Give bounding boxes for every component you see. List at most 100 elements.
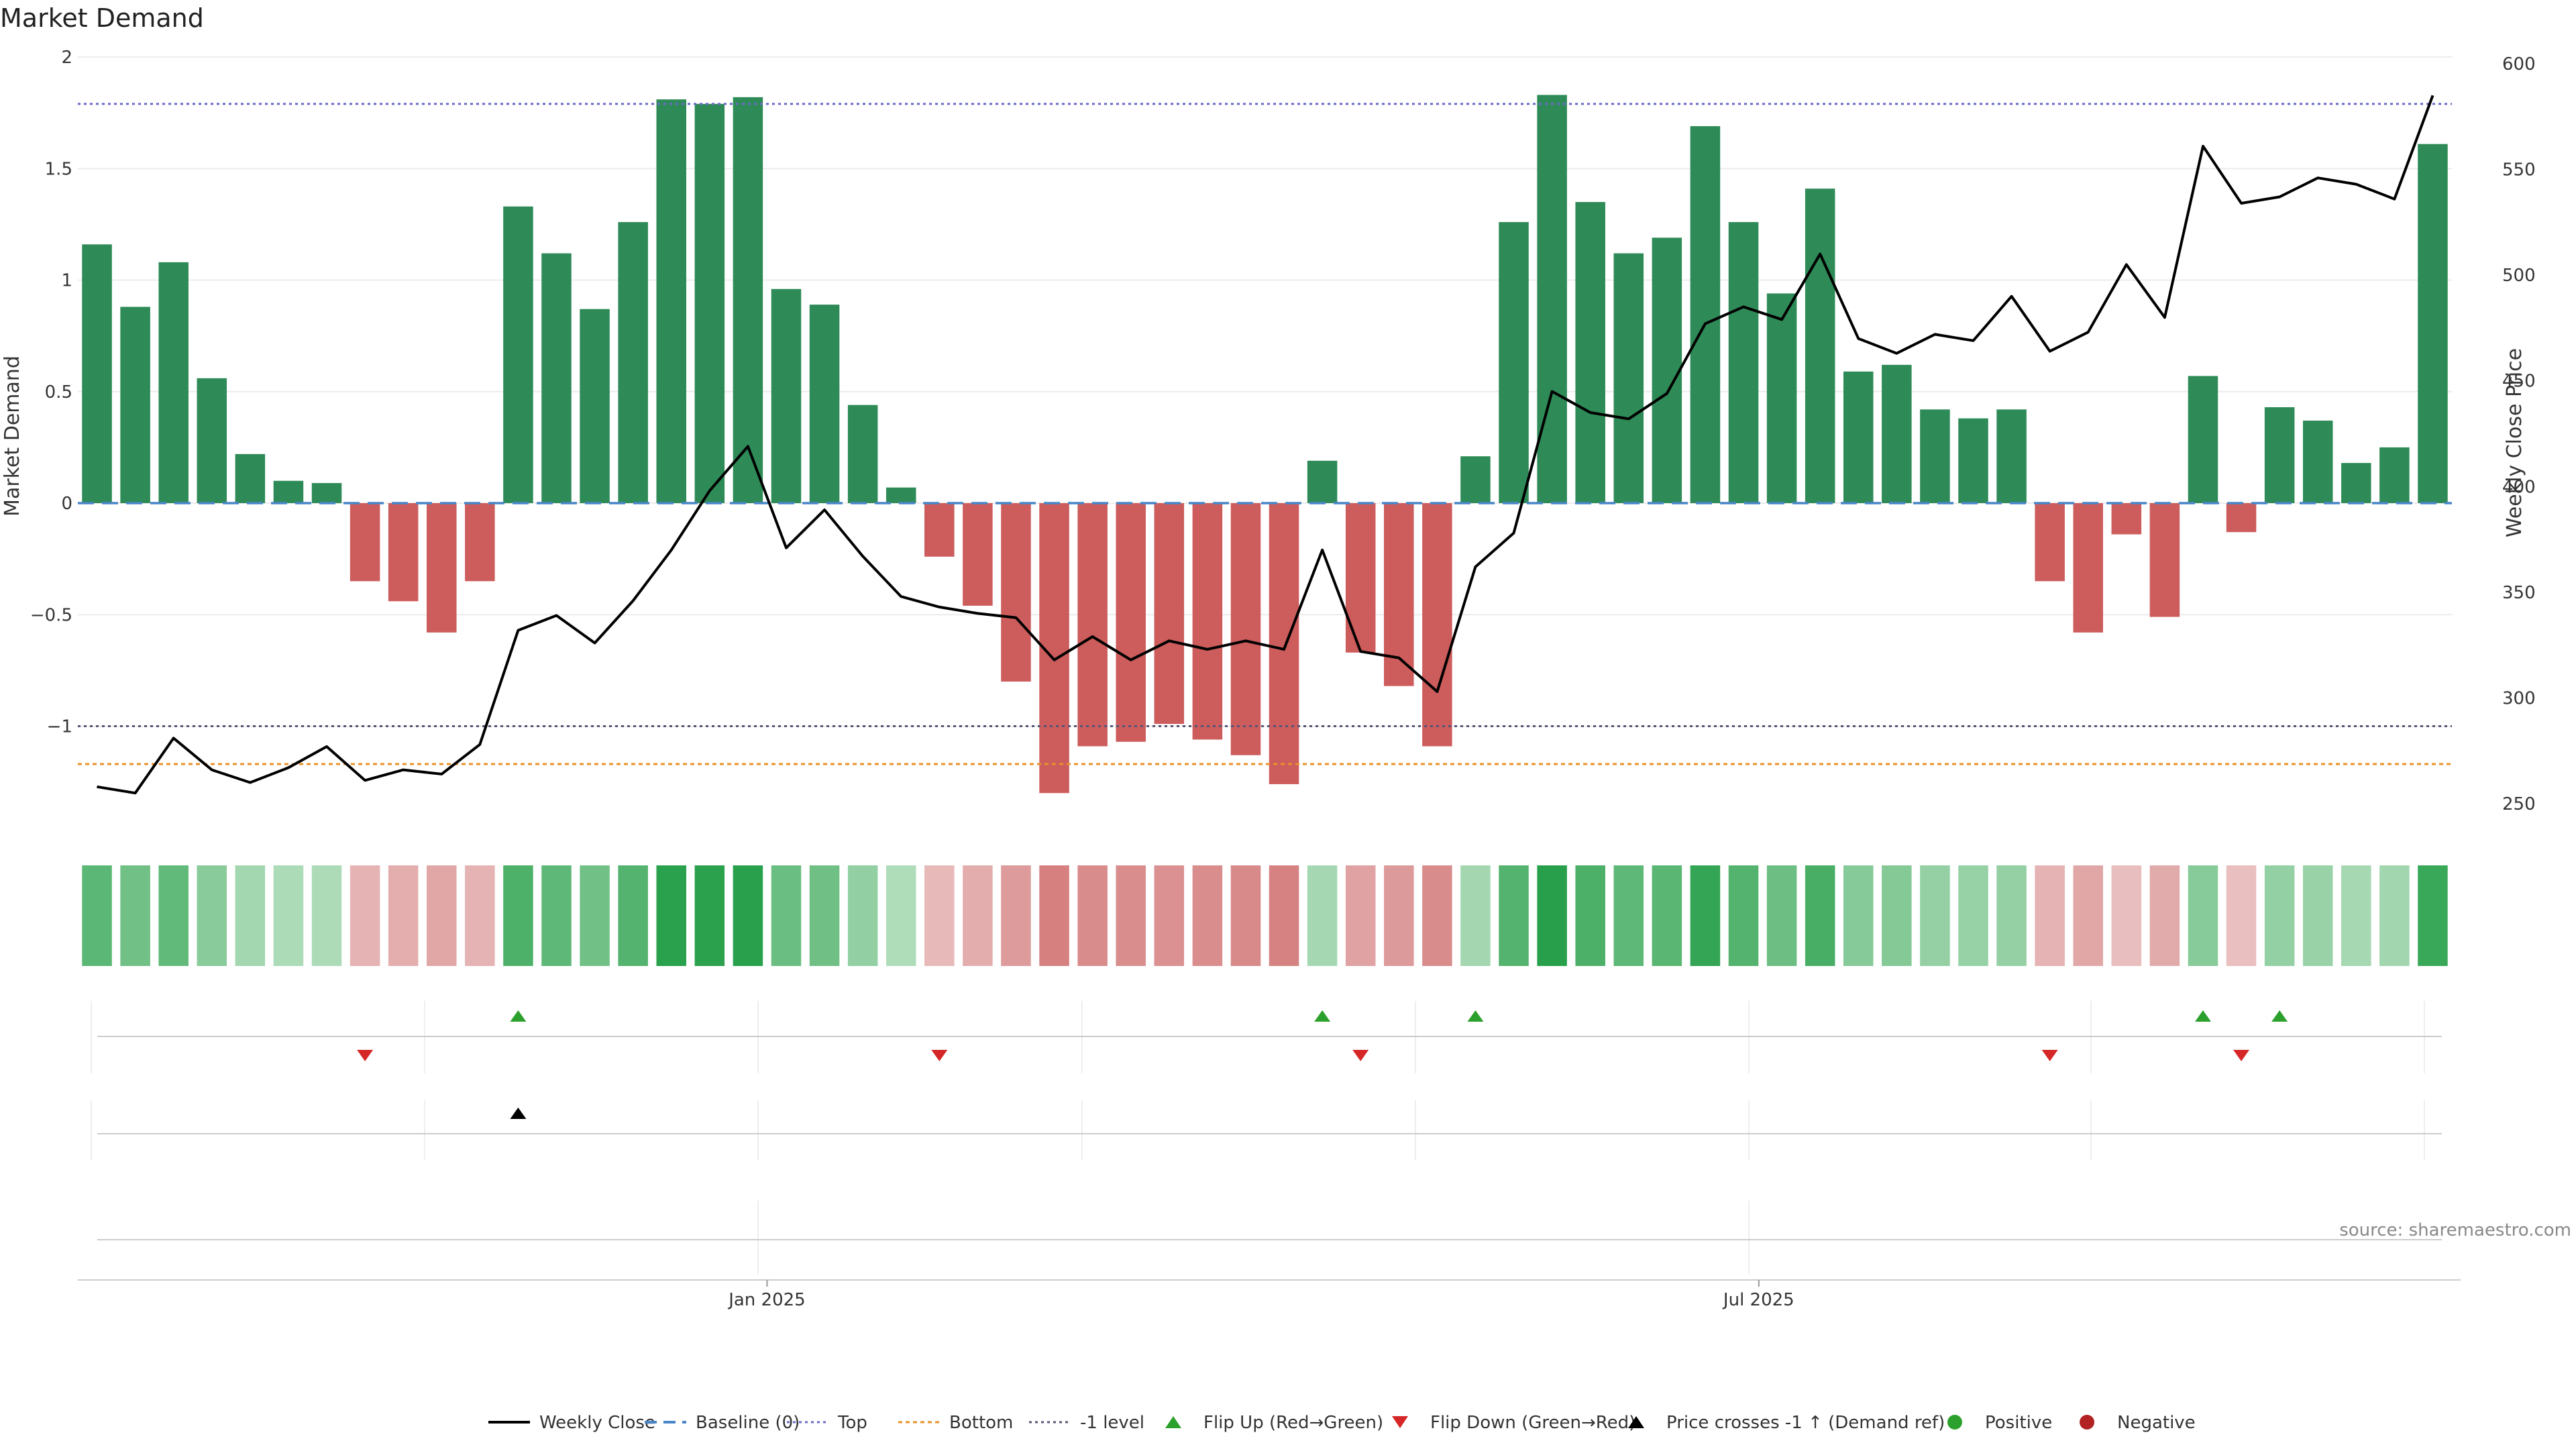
flip-up-marker <box>510 1010 527 1022</box>
legend-label: Flip Up (Red→Green) <box>1203 1413 1383 1433</box>
heat-cell <box>1766 865 1797 966</box>
heat-cell <box>2341 865 2371 966</box>
flip-up-marker <box>2271 1010 2288 1022</box>
y2-tick-label: 450 <box>2502 372 2536 392</box>
demand-bar <box>465 503 495 582</box>
demand-bar <box>733 97 763 504</box>
demand-bar <box>1077 503 1108 747</box>
heat-cell <box>1116 865 1146 966</box>
legend-label: Top <box>837 1413 867 1433</box>
demand-bar <box>1537 95 1567 503</box>
legend-label: Baseline (0) <box>696 1413 800 1433</box>
demand-bar <box>1154 503 1185 724</box>
legend-label: Positive <box>1985 1413 2052 1433</box>
heat-cell <box>1192 865 1223 966</box>
heat-cell <box>2226 865 2257 966</box>
empty-panel <box>97 1201 2442 1275</box>
heat-cell <box>1001 865 1031 966</box>
demand-bar <box>656 99 687 504</box>
price-cross-marker <box>510 1108 527 1119</box>
y2-tick-label: 250 <box>2502 794 2536 814</box>
legend-item-price-cross: Price crosses -1 ↑ (Demand ref) <box>1628 1413 1945 1433</box>
legend-item-weekly-close: Weekly Close <box>488 1413 655 1433</box>
legend-item-baseline: Baseline (0) <box>645 1413 800 1433</box>
y-tick-label: 1 <box>61 271 72 291</box>
demand-bar <box>503 206 533 503</box>
demand-bar <box>273 480 304 503</box>
demand-bar <box>2226 503 2257 533</box>
heat-cell <box>541 865 572 966</box>
demand-bar <box>120 307 150 503</box>
demand-bar <box>618 222 648 503</box>
heat-cell <box>1039 865 1069 966</box>
demand-bar <box>1460 456 1491 503</box>
legend-item-flip-up: Flip Up (Red→Green) <box>1165 1413 1383 1433</box>
demand-heat-strip <box>82 865 2448 966</box>
heat-cell <box>120 865 150 966</box>
demand-bar <box>1690 126 1721 503</box>
weekly-close-line <box>97 95 2434 795</box>
y-axis-label: Market Demand <box>1 356 24 517</box>
heat-cell <box>311 865 342 966</box>
demand-bar <box>235 453 266 503</box>
heat-cell <box>2418 865 2448 966</box>
heat-cell <box>809 865 840 966</box>
heat-cell <box>580 865 610 966</box>
heat-cell <box>2188 865 2218 966</box>
heat-cell <box>1690 865 1721 966</box>
demand-bar <box>1958 418 1988 503</box>
heat-cell <box>1422 865 1452 966</box>
x-tick-label: Jul 2025 <box>1722 1290 1794 1310</box>
flip-down-marker <box>2233 1050 2250 1061</box>
demand-bar <box>2073 503 2103 633</box>
demand-bar <box>1230 503 1261 755</box>
legend-label: Price crosses -1 ↑ (Demand ref) <box>1666 1413 1945 1433</box>
demand-bar <box>1116 503 1146 742</box>
main-panel: −1 −0.5 0 0.5 1 1.5 2 250 300 350 400 450 500 550 600 M… <box>1 48 2536 814</box>
demand-bar <box>388 503 419 602</box>
y2-tick-label: 350 <box>2502 583 2536 603</box>
legend-label: Weekly Close <box>539 1413 655 1433</box>
demand-bar <box>694 103 725 503</box>
y-tick-label: −0.5 <box>30 605 72 625</box>
heat-cell <box>197 865 227 966</box>
heat-cell <box>2035 865 2065 966</box>
demand-bar <box>885 487 916 503</box>
heat-cell <box>656 865 687 966</box>
y-tick-label: 0.5 <box>45 382 72 402</box>
legend-swatch <box>2080 1415 2094 1430</box>
demand-bar <box>1192 503 1223 740</box>
legend-swatch <box>1628 1416 1644 1428</box>
demand-bar <box>2149 503 2180 617</box>
demand-bar <box>580 309 610 503</box>
legend: Weekly Close Baseline (0) Top Bottom -1 leve… <box>488 1413 2196 1433</box>
heat-cell <box>1805 865 1835 966</box>
legend-item-flip-down: Flip Down (Green→Red) <box>1392 1413 1635 1433</box>
demand-bar <box>311 483 342 503</box>
heat-cell <box>1537 865 1567 966</box>
legend-label: Flip Down (Green→Red) <box>1430 1413 1635 1433</box>
demand-bar <box>2264 407 2295 503</box>
heat-cell <box>1958 865 1988 966</box>
y2-tick-label: 500 <box>2502 266 2536 286</box>
chart-title: Market Demand <box>0 3 204 33</box>
legend-item-minus-one: -1 level <box>1029 1413 1144 1433</box>
demand-bar <box>1882 364 1912 503</box>
heat-cell <box>1575 865 1605 966</box>
demand-bar <box>963 503 993 606</box>
heat-cell <box>2111 865 2142 966</box>
price-cross-panel <box>91 1100 2442 1161</box>
demand-bar <box>2302 420 2333 503</box>
heat-cell <box>733 865 763 966</box>
demand-bar <box>847 405 878 503</box>
demand-bar <box>197 378 227 503</box>
legend-label: -1 level <box>1080 1413 1144 1433</box>
heat-cell <box>1230 865 1261 966</box>
demand-bar <box>1422 503 1452 747</box>
heat-cell <box>1882 865 1912 966</box>
demand-bar <box>2111 503 2142 535</box>
legend-label: Bottom <box>949 1413 1013 1433</box>
demand-bar <box>1575 202 1605 503</box>
